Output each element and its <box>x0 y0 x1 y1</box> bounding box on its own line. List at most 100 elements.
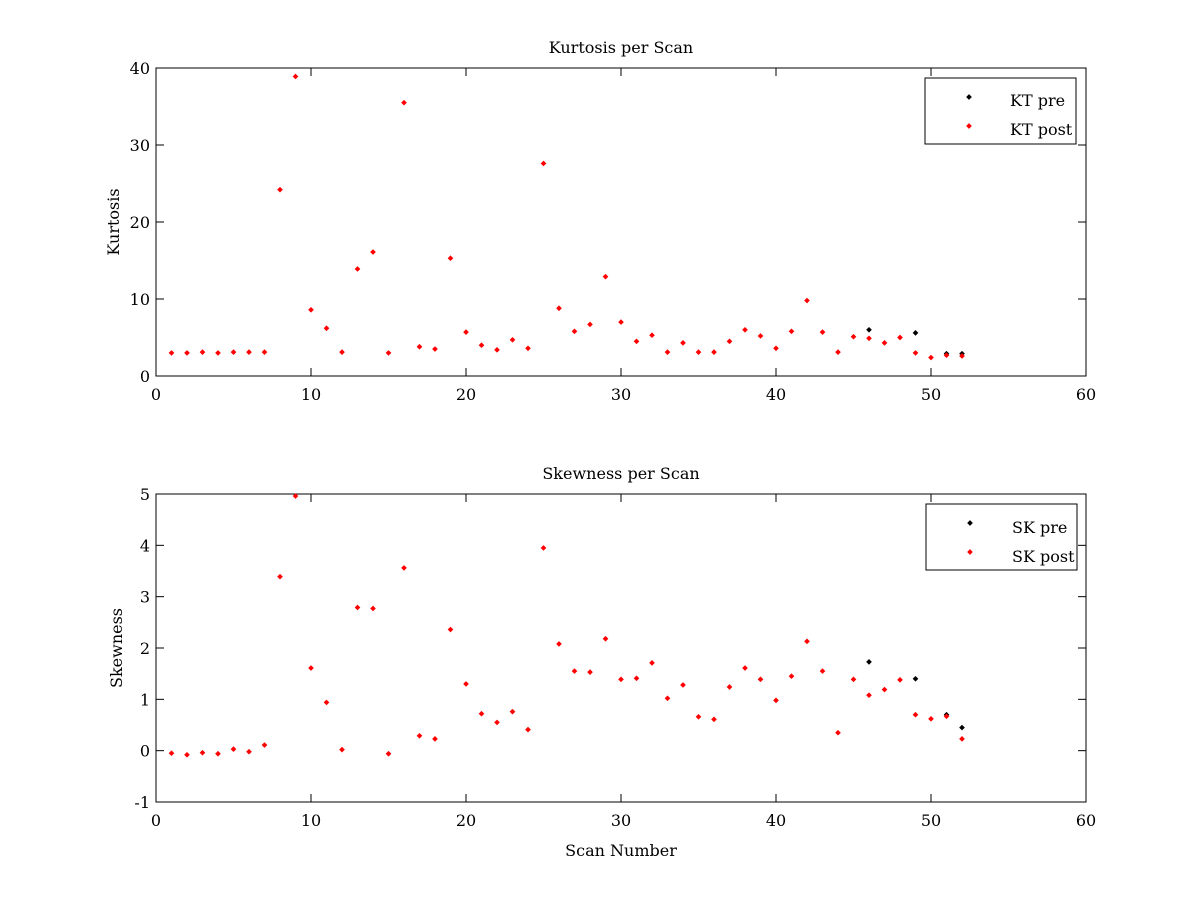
skewness-point-post <box>757 676 764 683</box>
skewness-y-tick-label: 2 <box>140 639 150 658</box>
skewness-point-post <box>711 716 717 723</box>
skewness-point-post <box>928 716 934 722</box>
skewness-point-post <box>912 711 919 718</box>
kurtosis-point-post <box>912 350 919 356</box>
skewness-legend-label-post: SK post <box>1012 547 1075 566</box>
kurtosis-point-post <box>571 328 578 335</box>
skewness-legend-box <box>925 503 1078 571</box>
skewness-y-tick-label: 1 <box>140 690 150 709</box>
kurtosis-point-pre <box>912 330 919 336</box>
skewness-y-ticks: -1 0 1 2 3 4 5 <box>134 485 1086 812</box>
skewness-point-post <box>695 713 702 720</box>
kurtosis-point-post <box>308 306 314 313</box>
kurtosis-point-post <box>959 353 965 359</box>
skewness-legend-marker-post <box>967 549 973 555</box>
skewness-point-post <box>230 746 237 752</box>
kurtosis-point-post <box>277 186 283 193</box>
kurtosis-point-post <box>618 319 624 325</box>
kurtosis-point-post <box>215 350 221 356</box>
kurtosis-legend-box <box>924 77 1077 145</box>
kurtosis-point-post <box>757 333 764 339</box>
kurtosis-point-post <box>432 346 438 352</box>
kurtosis-point-post <box>230 349 237 355</box>
skewness-y-tick-label: 0 <box>140 742 150 761</box>
kurtosis-point-pre <box>866 326 872 333</box>
skewness-point-post <box>819 668 826 674</box>
kurtosis-point-post <box>556 305 562 312</box>
kurtosis-point-post <box>323 325 330 332</box>
kurtosis-point-post <box>587 321 593 328</box>
skewness-point-pre <box>959 724 965 731</box>
skewness-x-tick-label: 30 <box>611 811 631 830</box>
skewness-point-post <box>215 750 221 757</box>
skewness-point-pre <box>866 659 872 665</box>
skewness-chart-title: Skewness per Scan <box>542 464 699 483</box>
skewness-y-tick-label: 4 <box>140 536 150 555</box>
skewness-y-tick-label: -1 <box>134 793 150 812</box>
kurtosis-point-post <box>866 335 872 342</box>
kurtosis-point-post <box>804 297 810 304</box>
kurtosis-x-tick-label: 40 <box>766 385 786 404</box>
skewness-point-post <box>525 726 531 733</box>
kurtosis-point-post <box>742 326 748 333</box>
kurtosis-point-post <box>246 349 252 355</box>
kurtosis-chart-title: Kurtosis per Scan <box>549 38 693 57</box>
skewness-point-post <box>416 732 423 739</box>
kurtosis-point-post <box>354 266 361 272</box>
skewness-point-post <box>277 573 283 580</box>
kurtosis-legend-marker-pre <box>966 94 972 100</box>
kurtosis-point-post <box>633 338 640 345</box>
skewness-point-post <box>742 665 748 671</box>
kurtosis-point-post <box>602 273 609 280</box>
skewness-x-ticks: 0 10 20 30 40 50 60 <box>151 494 1096 830</box>
kurtosis-point-post <box>540 160 547 167</box>
kurtosis-point-post <box>401 99 407 106</box>
skewness-point-post <box>370 605 376 612</box>
kurtosis-point-post <box>680 340 686 346</box>
kurtosis-point-post <box>943 352 950 359</box>
skewness-x-tick-label: 60 <box>1076 811 1096 830</box>
kurtosis-legend-marker-post <box>966 123 972 129</box>
skewness-point-post <box>881 686 888 693</box>
kurtosis-point-post <box>695 349 702 355</box>
kurtosis-y-tick-label: 40 <box>130 59 150 78</box>
kurtosis-y-tick-label: 10 <box>130 290 150 309</box>
kurtosis-point-post <box>385 350 392 356</box>
skewness-point-post <box>447 626 454 633</box>
kurtosis-panel: Kurtosis per Scan Kurtosis 0 10 20 30 40 50 60… <box>104 38 1096 404</box>
kurtosis-point-post <box>261 349 268 355</box>
skewness-y-tick-label: 5 <box>140 485 150 504</box>
kurtosis-x-ticks: 0 10 20 30 40 50 60 <box>151 68 1096 404</box>
kurtosis-x-tick-label: 0 <box>151 385 161 404</box>
skewness-point-post <box>292 493 299 499</box>
skewness-point-post <box>354 604 361 611</box>
kurtosis-x-tick-label: 20 <box>456 385 476 404</box>
skewness-point-post <box>168 750 175 757</box>
skewness-point-post <box>184 751 190 758</box>
skewness-point-pre <box>912 675 919 682</box>
skewness-x-tick-label: 20 <box>456 811 476 830</box>
skewness-x-tick-label: 10 <box>301 811 321 830</box>
kurtosis-legend-label-pre: KT pre <box>1010 91 1065 110</box>
skewness-point-post <box>850 676 857 683</box>
kurtosis-y-axis-label: Kurtosis <box>104 188 123 255</box>
kurtosis-point-post <box>478 342 485 349</box>
kurtosis-x-tick-label: 10 <box>301 385 321 404</box>
skewness-x-axis-label: Scan Number <box>565 841 677 860</box>
skewness-point-post <box>773 697 779 704</box>
kurtosis-point-post <box>184 350 190 356</box>
kurtosis-point-post <box>525 345 531 352</box>
kurtosis-y-tick-label: 20 <box>130 213 150 232</box>
skewness-legend-marker-pre <box>967 520 973 526</box>
kurtosis-legend-label-post: KT post <box>1010 120 1073 139</box>
skewness-point-post <box>649 660 655 666</box>
kurtosis-x-tick-label: 50 <box>921 385 941 404</box>
skewness-point-post <box>618 676 624 683</box>
kurtosis-x-tick-label: 60 <box>1076 385 1096 404</box>
skewness-point-post <box>587 669 593 675</box>
kurtosis-y-tick-label: 0 <box>140 367 150 386</box>
skewness-legend-label-pre: SK pre <box>1012 518 1067 537</box>
skewness-point-post <box>261 742 268 748</box>
skewness-point-post <box>835 729 841 736</box>
